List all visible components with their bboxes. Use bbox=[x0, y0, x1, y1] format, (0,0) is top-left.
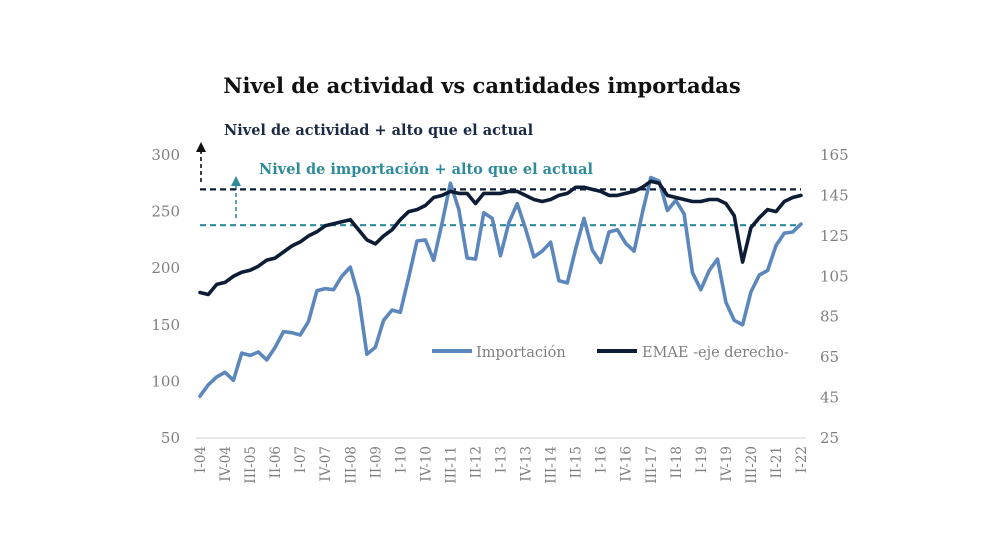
x-tick-label: II-09 bbox=[368, 446, 384, 478]
legend-label-emae: EMAE -eje derecho- bbox=[642, 345, 789, 361]
import-annotation: Nivel de importación + alto que el actua… bbox=[259, 161, 593, 178]
x-tick-label: III-14 bbox=[544, 446, 560, 484]
x-tick-label: III-11 bbox=[443, 446, 459, 484]
y-right-tick-label: 25 bbox=[820, 429, 839, 447]
series-emae-line bbox=[198, 179, 803, 297]
x-tick-label: III-05 bbox=[243, 446, 259, 484]
y-left-tick-label: 250 bbox=[151, 203, 180, 221]
x-tick-label: II-18 bbox=[669, 446, 685, 478]
x-tick-label: III-17 bbox=[644, 446, 660, 484]
x-tick-label: II-06 bbox=[268, 446, 284, 478]
y-right-tick-label: 125 bbox=[820, 227, 849, 245]
legend-label-importacion: Importación bbox=[476, 345, 566, 361]
y-left-tick-label: 200 bbox=[151, 259, 180, 277]
series-importacion-line bbox=[198, 175, 803, 398]
x-tick-label: II-21 bbox=[769, 446, 785, 478]
y-right-tick-label: 145 bbox=[820, 186, 849, 204]
x-tick-label: III-08 bbox=[343, 446, 359, 484]
x-tick-label: I-22 bbox=[794, 446, 810, 473]
y-right-tick-label: 45 bbox=[820, 389, 839, 407]
activity-annotation: Nivel de actividad + alto que el actual bbox=[224, 122, 534, 139]
activity-arrow-head bbox=[196, 142, 206, 152]
y-left-tick-label: 300 bbox=[151, 146, 180, 164]
x-tick-label: IV-16 bbox=[619, 446, 635, 482]
x-tick-label: I-19 bbox=[694, 446, 710, 473]
x-tick-label: IV-10 bbox=[418, 446, 434, 482]
x-tick-label: I-07 bbox=[293, 446, 309, 473]
y-left-tick-label: 50 bbox=[161, 429, 180, 447]
chart-title: Nivel de actividad vs cantidades importa… bbox=[223, 73, 740, 98]
x-tick-label: IV-07 bbox=[318, 446, 334, 482]
x-tick-label: I-04 bbox=[193, 446, 209, 473]
import-arrow-head bbox=[231, 176, 241, 186]
y-right-tick-label: 85 bbox=[820, 308, 839, 326]
x-tick-label: II-12 bbox=[469, 446, 485, 478]
x-tick-label: I-16 bbox=[594, 446, 610, 473]
y-right-tick-label: 105 bbox=[820, 267, 849, 285]
x-tick-label: I-13 bbox=[494, 446, 510, 473]
y-right-tick-label: 165 bbox=[820, 146, 849, 164]
x-tick-label: IV-19 bbox=[719, 446, 735, 482]
y-left-tick-label: 100 bbox=[151, 372, 180, 390]
y-left-tick-label: 150 bbox=[151, 316, 180, 334]
x-tick-label: I-10 bbox=[393, 446, 409, 473]
x-tick-label: IV-13 bbox=[519, 446, 535, 482]
x-tick-label: II-15 bbox=[569, 446, 585, 478]
x-tick-label: IV-04 bbox=[218, 446, 234, 482]
x-tick-label: III-20 bbox=[744, 446, 760, 484]
y-right-tick-label: 65 bbox=[820, 348, 839, 366]
